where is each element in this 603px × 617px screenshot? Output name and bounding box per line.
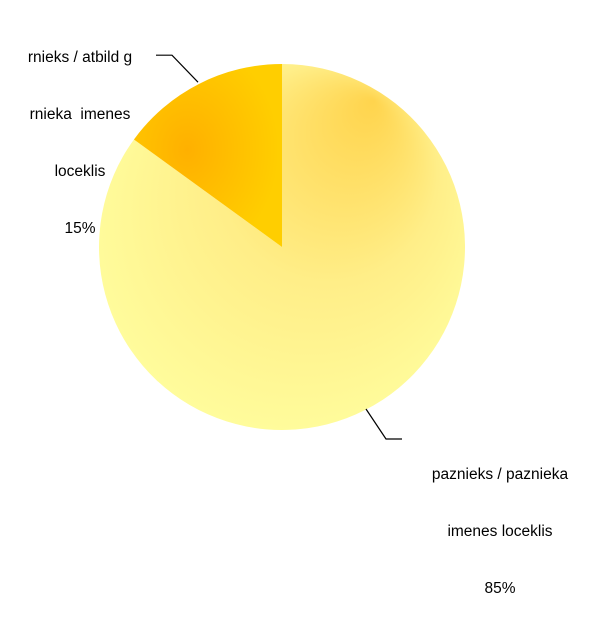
slice-label-household-member-line-1: paznieks / paznieka (431, 466, 569, 483)
leader-line-other-member (156, 54, 199, 83)
slice-label-household-member-percent: 85% (484, 580, 516, 597)
leader-line-household-member (365, 408, 402, 440)
slice-label-other-member-line-1: rnieks / atbild g (27, 49, 133, 66)
slice-label-other-member-line-3: loceklis (54, 163, 106, 180)
pie-chart (99, 54, 466, 440)
slice-other-member (133, 64, 282, 247)
slice-label-other-member: rnieks / atbild g rnieka imenes loceklis… (0, 10, 160, 257)
slice-label-household-member: paznieks / paznieka imenes loceklis 85% (400, 427, 600, 617)
slice-label-household-member-line-2: imenes loceklis (447, 523, 553, 540)
slice-household-member (99, 64, 466, 431)
slice-label-other-member-line-2: rnieka imenes (29, 106, 131, 123)
slice-label-other-member-percent: 15% (64, 220, 96, 237)
